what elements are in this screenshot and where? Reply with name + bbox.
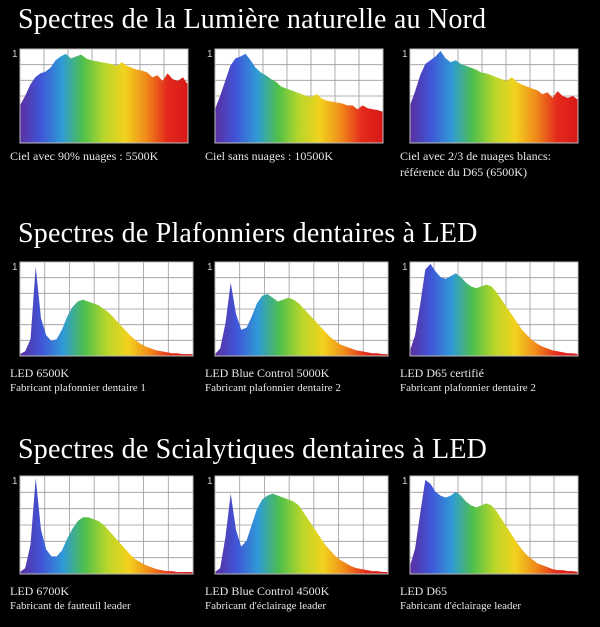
spectrum-chart: 1 bbox=[12, 48, 189, 144]
panel-caption: LED D65 certifié bbox=[400, 366, 484, 380]
panel-caption: LED Blue Control 4500K bbox=[205, 584, 330, 598]
panel-caption: LED D65 bbox=[400, 584, 447, 598]
plot-frame bbox=[214, 261, 389, 357]
spectrum-panel: 1 LED 6500K Fabricant plafonnier dentair… bbox=[10, 258, 195, 398]
spectrum-area bbox=[410, 479, 578, 574]
panel-caption: Ciel avec 2/3 de nuages blancs: bbox=[400, 149, 551, 163]
panel-subcaption: Fabricant plafonnier dentaire 1 bbox=[10, 382, 146, 394]
spectrum-panel: 1 LED D65 certifié Fabricant plafonnier … bbox=[400, 258, 585, 398]
y-axis-max-label: 1 bbox=[402, 476, 408, 487]
panel-caption: LED Blue Control 5000K bbox=[205, 366, 330, 380]
spectrum-panel: 1 LED Blue Control 4500K Fabricant d'écl… bbox=[205, 472, 390, 612]
panel-caption: Ciel sans nuages : 10500K bbox=[205, 149, 333, 163]
spectrum-chart: 1 bbox=[12, 261, 194, 357]
spectrum-panel: 1 Ciel avec 2/3 de nuages blancs: référe… bbox=[400, 45, 590, 185]
section-title-natural-light: Spectres de la Lumière naturelle au Nord bbox=[18, 4, 487, 35]
spectrum-panel: 1 LED 6700K Fabricant de fauteuil leader bbox=[10, 472, 195, 612]
plot-frame bbox=[214, 48, 384, 144]
panel-subcaption: Fabricant d'éclairage leader bbox=[400, 600, 522, 612]
plot-frame bbox=[19, 48, 189, 144]
panel-subcaption: Fabricant de fauteuil leader bbox=[10, 600, 131, 612]
spectrum-chart: 1 bbox=[402, 261, 579, 357]
panel-subcaption: référence du D65 (6500K) bbox=[400, 165, 527, 179]
spectrum-area bbox=[215, 493, 388, 574]
plot-frame bbox=[19, 261, 194, 357]
y-axis-max-label: 1 bbox=[207, 49, 213, 60]
panel-subcaption: Fabricant d'éclairage leader bbox=[205, 600, 327, 612]
spectrum-panel: 1 LED Blue Control 5000K Fabricant plafo… bbox=[205, 258, 390, 398]
spectrum-area bbox=[215, 282, 388, 356]
y-axis-max-label: 1 bbox=[402, 262, 408, 273]
plot-frame bbox=[409, 48, 579, 144]
spectrum-area bbox=[410, 50, 578, 143]
spectrum-area bbox=[215, 53, 383, 144]
plot-frame bbox=[214, 475, 389, 575]
y-axis-max-label: 1 bbox=[12, 262, 18, 273]
spectrum-chart: 1 bbox=[402, 475, 579, 575]
section-title-ceiling-leds: Spectres de Plafonniers dentaires à LED bbox=[18, 218, 478, 249]
plot-frame bbox=[409, 475, 579, 575]
panel-subcaption: Fabricant plafonnier dentaire 2 bbox=[400, 382, 536, 394]
panel-caption: LED 6700K bbox=[10, 584, 69, 598]
panel-caption: LED 6500K bbox=[10, 366, 69, 380]
spectrum-area bbox=[20, 478, 193, 574]
spectrum-panel: 1 Ciel sans nuages : 10500K bbox=[205, 45, 385, 185]
spectrum-chart: 1 bbox=[207, 261, 389, 357]
y-axis-max-label: 1 bbox=[12, 476, 18, 487]
panel-subcaption: Fabricant plafonnier dentaire 2 bbox=[205, 382, 341, 394]
plot-frame bbox=[409, 261, 579, 357]
panel-caption: Ciel avec 90% nuages : 5500K bbox=[10, 149, 159, 163]
spectrum-area bbox=[20, 266, 193, 356]
spectrum-chart: 1 bbox=[12, 475, 194, 575]
y-axis-max-label: 1 bbox=[12, 49, 18, 60]
plot-frame bbox=[19, 475, 194, 575]
spectrum-area bbox=[20, 53, 188, 144]
spectrum-panel: 1 LED D65 Fabricant d'éclairage leader bbox=[400, 472, 585, 612]
spectrum-panel: 1 Ciel avec 90% nuages : 5500K bbox=[10, 45, 190, 185]
spectrum-chart: 1 bbox=[207, 475, 389, 575]
spectrum-chart: 1 bbox=[402, 48, 579, 144]
y-axis-max-label: 1 bbox=[402, 49, 408, 60]
y-axis-max-label: 1 bbox=[207, 476, 213, 487]
y-axis-max-label: 1 bbox=[207, 262, 213, 273]
section-title-surgical-leds: Spectres de Scialytiques dentaires à LED bbox=[18, 434, 488, 465]
spectrum-area bbox=[410, 263, 578, 356]
spectrum-chart: 1 bbox=[207, 48, 384, 144]
